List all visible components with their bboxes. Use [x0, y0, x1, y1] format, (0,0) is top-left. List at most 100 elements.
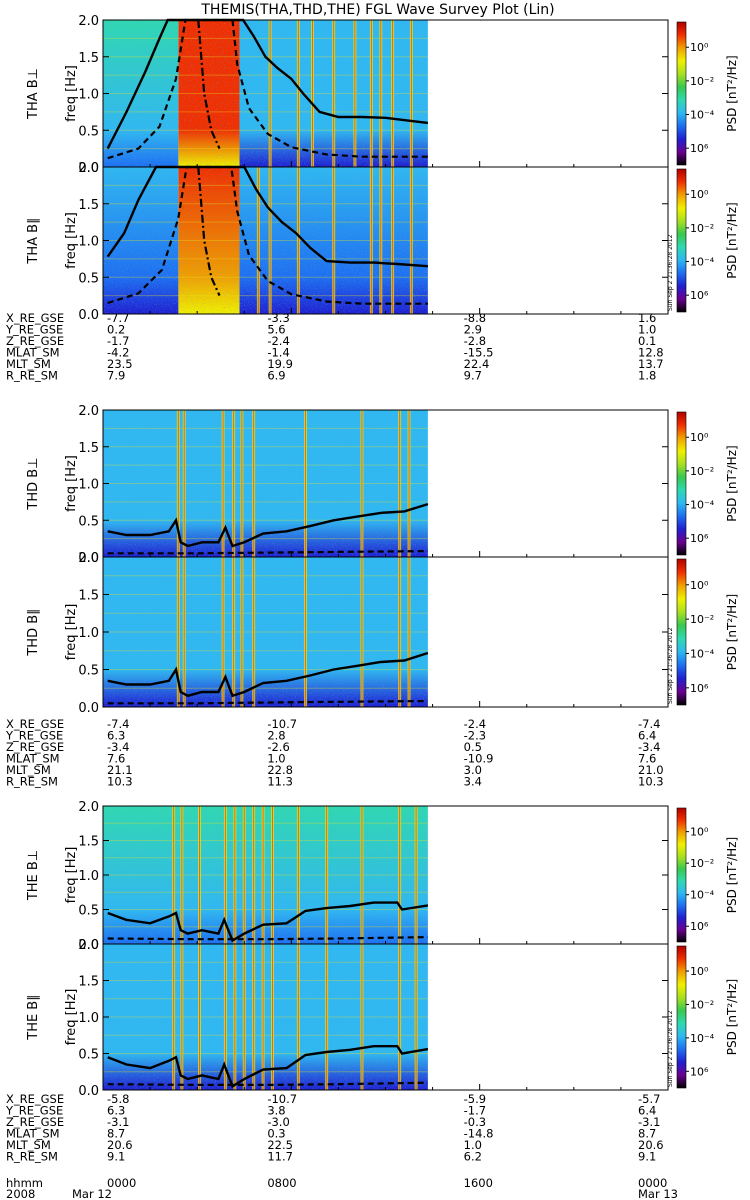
ephemeris-value: -2.8 [464, 334, 486, 348]
colorbar-tick-label: 10⁰ [690, 826, 709, 839]
ephemeris-value: 6.9 [267, 369, 285, 383]
broadband-spike-core [297, 944, 299, 1090]
creation-stamp: Sun Sep 2 21:36:28 2012 [667, 627, 674, 704]
helium-cyclotron-curve [107, 550, 428, 555]
broadband-spike-core [241, 410, 243, 557]
broadband-spike-core [177, 557, 179, 707]
ephemeris-label: X_RE_GSE [6, 717, 64, 731]
ephemeris-label: MLT_SM [6, 1138, 51, 1152]
colorbar [676, 945, 687, 1089]
broadband-spike-core [272, 806, 273, 944]
ephemeris-label: R_RE_SM [6, 775, 58, 789]
y-tick-label: 1.0 [78, 1011, 99, 1026]
colorbar-tick-label: 10⁻⁴ [690, 499, 715, 512]
broadband-spike-core [181, 806, 183, 944]
cyclotron-frequency-curve [106, 165, 428, 268]
creation-stamp: Sun Sep 2 21:36:28 2012 [667, 234, 674, 311]
y-tick-label: 1.5 [78, 441, 99, 456]
colorbar-tick-label: 10⁻² [690, 998, 714, 1011]
y-tick-label: 1.5 [78, 51, 99, 66]
ephemeris-value: 0.2 [107, 323, 125, 337]
colorbar-label: PSD [nT²/Hz] [725, 837, 739, 913]
broadband-spike-core [410, 167, 412, 314]
ephemeris-value: 9.1 [638, 1150, 656, 1164]
ephemeris-value: -5.8 [107, 1092, 129, 1106]
colorbar-tick-label: 10⁻⁴ [690, 647, 715, 660]
colorbar-label: PSD [nT²/Hz] [725, 594, 739, 670]
ephemeris-value: 1.8 [638, 369, 656, 383]
ephemeris-label: Y_RE_GSE [5, 1104, 63, 1118]
ephemeris-value: 10.3 [638, 775, 664, 789]
broadband-spike-core [312, 20, 314, 167]
ephemeris-label: Y_RE_GSE [5, 323, 63, 337]
y-tick-label: 1.5 [78, 589, 99, 604]
ephemeris-value: -0.3 [464, 1115, 486, 1129]
colorbar-tick-label: 10⁰ [690, 431, 709, 444]
ephemeris-value: 6.2 [464, 1150, 482, 1164]
time-row-label: hhmm [6, 1176, 43, 1190]
colorbar-tick-label: 10⁻⁴ [690, 1032, 715, 1045]
y-tick-label: 0.5 [78, 1048, 99, 1063]
ephemeris-value: -15.5 [464, 346, 494, 360]
broadband-spike-core [304, 410, 306, 557]
broadband-spike-core [199, 806, 201, 944]
y-tick-label: 2.0 [78, 551, 99, 566]
colorbar-tick-label: 10⁶ [690, 682, 709, 695]
ephemeris-value: 1.0 [638, 323, 656, 337]
broadband-spike-core [408, 557, 410, 707]
panel-ylabel: freq [Hz] [64, 989, 79, 1046]
ephemeris-value: 20.6 [638, 1138, 664, 1152]
panel-ylabel: freq [Hz] [64, 65, 79, 122]
broadband-spike-core [233, 410, 235, 557]
date-year-label: 2008 [6, 1187, 35, 1200]
colorbar-label: PSD [nT²/Hz] [725, 55, 739, 131]
ephemeris-value: -2.6 [267, 740, 289, 754]
broadband-spike-core [181, 944, 183, 1090]
panel-thd-bperp: 0.0 0.5 1.0 1.5 2.0 THD B⊥ freq [Hz] 10⁶ 10⁻⁴ 10⁻… [26, 404, 739, 566]
time-axis-footer: hhmm 0000 0800 1600 0000 2008 Mar 12 Mar 13 [6, 1176, 678, 1200]
broadband-spike-core [224, 944, 226, 1090]
y-tick-label: 0.0 [78, 701, 99, 716]
ephemeris-label: R_RE_SM [6, 1150, 58, 1164]
colorbar-tick-label: 10⁰ [690, 188, 709, 201]
time-tick-label: 0000 [107, 1176, 136, 1190]
colorbar-label: PSD [nT²/Hz] [725, 445, 739, 521]
broadband-spike-core [272, 944, 273, 1090]
ephemeris-value: -14.8 [464, 1127, 494, 1141]
broadband-spike-core [233, 557, 235, 707]
y-tick-label: 2.0 [78, 14, 99, 29]
ephemeris-value: 20.6 [107, 1138, 133, 1152]
noise-texture [103, 167, 428, 314]
ephemeris-value: -3.4 [638, 740, 660, 754]
colorbar-tick-label: 10⁻² [690, 222, 714, 235]
ephemeris-value: 7.6 [638, 752, 656, 766]
broadband-spike-core [415, 944, 417, 1090]
ephemeris-label: R_RE_SM [6, 369, 58, 383]
ephemeris-value: -1.7 [464, 1104, 486, 1118]
colorbar-tick-label: 10⁶ [690, 920, 709, 933]
colorbar-tick-label: 10⁶ [690, 532, 709, 545]
ephemeris-value: -7.4 [107, 717, 129, 731]
y-tick-label: 0.0 [78, 1084, 99, 1099]
ephemeris-value: 21.0 [638, 763, 664, 777]
y-tick-label: 0.5 [78, 271, 99, 286]
panel-component-label: THA B⊥ [26, 68, 41, 120]
colorbar-tick-label: 10⁻² [690, 857, 714, 870]
broadband-spike-core [224, 806, 226, 944]
ephemeris-value: 1.6 [638, 311, 656, 325]
broadband-spike-core [269, 167, 271, 314]
y-tick-label: 1.5 [78, 835, 99, 850]
helium-cyclotron-curve [107, 165, 428, 305]
broadband-spike-core [257, 167, 259, 314]
colorbar-label: PSD [nT²/Hz] [725, 979, 739, 1055]
ephemeris-value: -3.3 [267, 311, 289, 325]
broadband-spike-core [399, 557, 401, 707]
ephemeris-label: MLT_SM [6, 357, 51, 371]
ephemeris-value: 3.8 [267, 1104, 285, 1118]
cyclotron-frequency-curve [107, 502, 429, 548]
broadband-spike-core [399, 410, 401, 557]
ephemeris-label: Z_RE_GSE [6, 1115, 64, 1129]
broadband-spike-core [253, 410, 255, 557]
broadband-spike-core [199, 944, 201, 1090]
